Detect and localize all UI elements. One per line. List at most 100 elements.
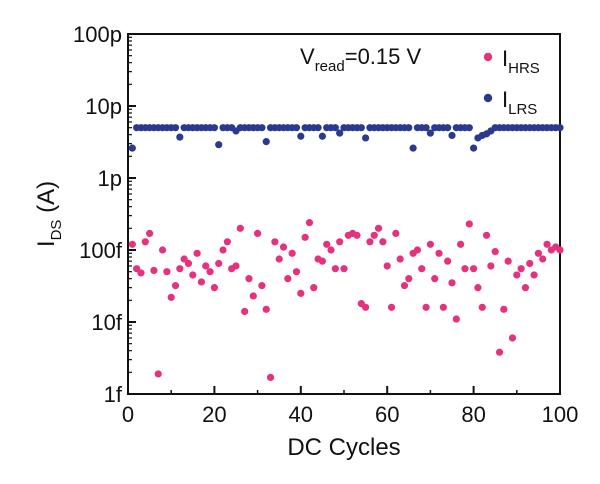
legend-label-lrs-sub: LRS (508, 101, 537, 118)
point-hrs (418, 265, 426, 273)
point-hrs (310, 284, 318, 292)
point-hrs (392, 229, 400, 238)
point-hrs (521, 284, 530, 292)
point-hrs (487, 262, 495, 270)
point-lrs (128, 144, 136, 152)
y-tick-label: 10f (91, 310, 122, 335)
point-hrs (266, 373, 275, 382)
plot-frame (127, 33, 561, 395)
point-hrs (202, 262, 210, 270)
legend-label-hrs: IHRS (502, 46, 540, 77)
point-hrs (517, 265, 525, 273)
point-hrs (444, 257, 452, 265)
point-hrs (422, 303, 430, 311)
x-tick-label: 100 (542, 402, 579, 427)
point-hrs (327, 246, 335, 254)
point-hrs (288, 249, 296, 257)
point-lrs (215, 141, 223, 149)
point-lrs (362, 134, 370, 142)
point-hrs (379, 238, 387, 246)
point-lrs (465, 124, 473, 132)
point-hrs (284, 275, 292, 283)
point-hrs (353, 231, 361, 239)
point-hrs (374, 224, 383, 232)
point-hrs (366, 238, 374, 246)
y-axis: 1f 10f 100f 1p 10p 100p (73, 22, 136, 407)
y-axis-title-main: I (33, 240, 60, 247)
point-hrs (171, 282, 180, 290)
point-hrs (508, 334, 517, 342)
point-hrs (241, 307, 249, 316)
point-hrs (292, 268, 301, 276)
point-hrs (275, 255, 283, 263)
point-hrs (167, 293, 175, 301)
legend-label-hrs-main: I (502, 46, 508, 71)
point-hrs (197, 278, 206, 286)
point-hrs (301, 233, 309, 241)
x-tick-label: 20 (202, 402, 226, 427)
point-hrs (439, 303, 447, 311)
point-hrs (193, 249, 201, 257)
point-lrs (297, 132, 305, 140)
point-hrs (556, 246, 564, 254)
point-hrs (457, 240, 465, 248)
legend-label-lrs: ILRS (502, 87, 537, 118)
point-hrs (530, 271, 538, 279)
point-lrs (556, 124, 564, 132)
point-hrs (452, 315, 460, 323)
x-tick-label: 60 (375, 402, 399, 427)
point-lrs (444, 124, 452, 132)
point-hrs (318, 257, 326, 265)
point-hrs (461, 265, 469, 273)
legend-label-hrs-sub: HRS (508, 60, 540, 77)
point-hrs (504, 257, 512, 265)
point-lrs (292, 124, 301, 132)
data-points (128, 124, 564, 382)
point-hrs (474, 284, 482, 292)
point-lrs (171, 124, 180, 132)
x-tick-label: 0 (122, 402, 134, 427)
point-hrs (413, 246, 422, 254)
point-hrs (370, 231, 378, 239)
point-hrs (534, 249, 543, 257)
legend-marker-hrs (483, 52, 493, 62)
point-hrs (146, 229, 154, 238)
y-tick-label: 10p (85, 94, 122, 119)
point-lrs (426, 129, 434, 137)
point-lrs (262, 138, 270, 146)
legend-marker-lrs (483, 93, 493, 103)
point-hrs (331, 265, 339, 273)
point-hrs (478, 303, 486, 311)
point-lrs (422, 124, 430, 132)
point-hrs (383, 262, 391, 270)
legend-label-lrs-main: I (502, 87, 508, 112)
y-axis-title-unit: (A) (33, 181, 60, 220)
point-hrs (279, 243, 288, 251)
point-hrs (258, 282, 266, 290)
point-hrs (158, 246, 167, 254)
point-lrs (405, 124, 413, 132)
point-hrs (154, 370, 162, 378)
point-lrs (357, 124, 365, 132)
point-hrs (426, 240, 434, 248)
y-axis-title-sub: DS (48, 220, 65, 241)
point-lrs (470, 144, 478, 152)
point-hrs (206, 268, 214, 276)
point-hrs (448, 279, 456, 287)
point-hrs (297, 289, 305, 297)
legend: IHRS ILRS (483, 46, 540, 118)
x-axis: 0 20 40 60 80 100 (122, 386, 578, 427)
point-hrs (305, 219, 314, 227)
point-hrs (262, 305, 270, 313)
y-axis-title: IDS (A) (33, 181, 65, 247)
point-hrs (176, 265, 184, 273)
y-tick-label: 1f (104, 382, 123, 407)
point-lrs (314, 124, 322, 132)
point-hrs (223, 238, 231, 246)
annotation-prefix: V (300, 44, 315, 69)
point-hrs (396, 255, 404, 263)
x-tick-label: 40 (289, 402, 313, 427)
point-hrs (215, 259, 223, 268)
point-hrs (431, 275, 439, 283)
